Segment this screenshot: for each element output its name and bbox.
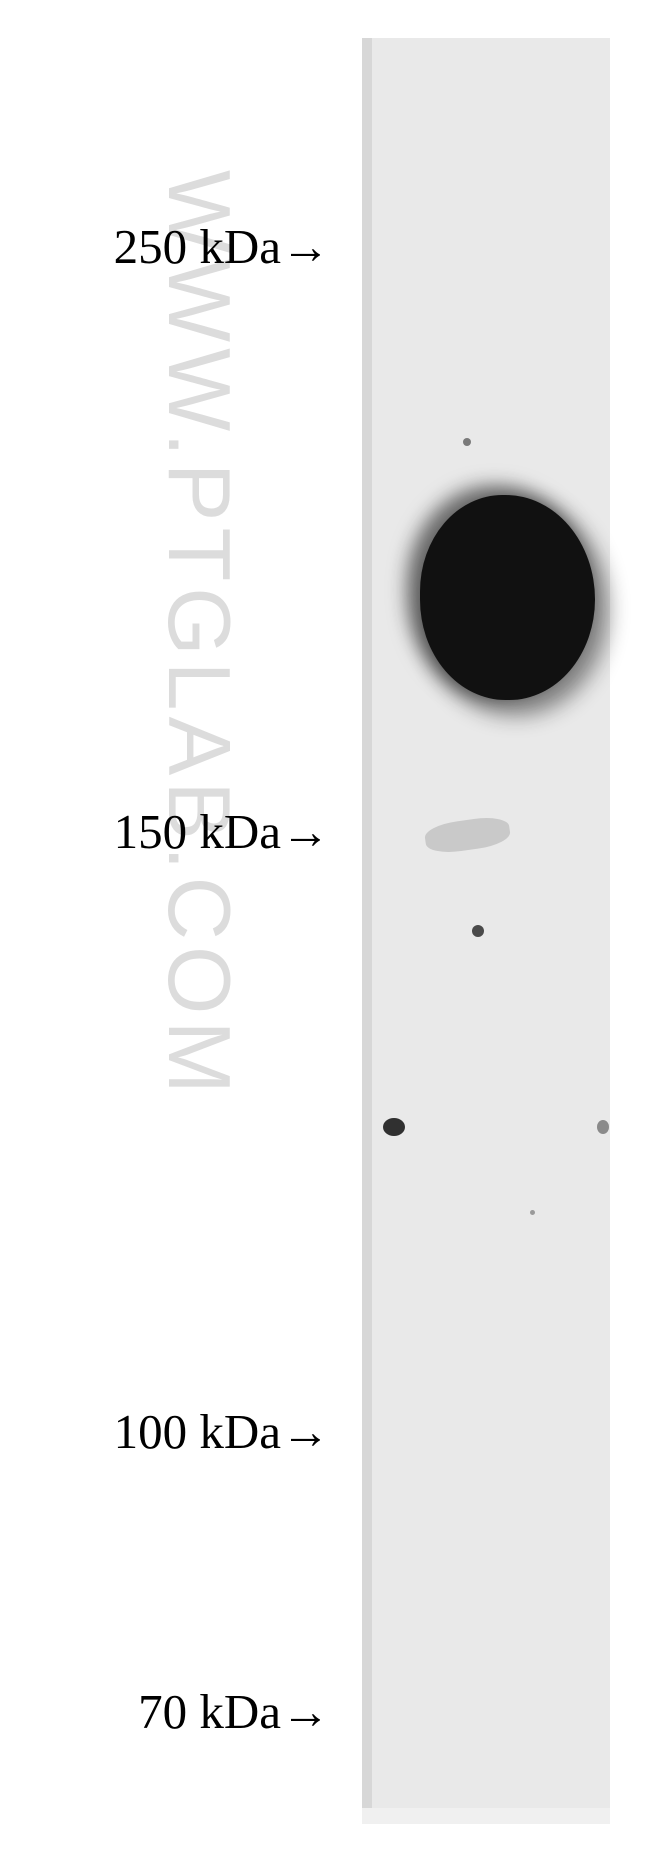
marker-100kda: 100 kDa→ [114,1403,330,1460]
marker-250kda: 250 kDa→ [114,218,330,275]
lane-left-edge [362,38,372,1824]
spot-5 [530,1210,535,1215]
main-band [420,495,595,700]
spot-4 [597,1120,609,1134]
marker-150kda: 150 kDa→ [114,803,330,860]
watermark-text: WWW.PTGLAB.COM [148,170,250,1100]
blot-lane [362,38,610,1824]
spot-2 [472,925,484,937]
marker-70kda: 70 kDa→ [138,1683,330,1740]
spot-3 [383,1118,405,1136]
lane-bottom-edge [362,1808,610,1824]
spot-1 [463,438,471,446]
blot-figure: WWW.PTGLAB.COM 250 kDa→ 150 kDa→ 100 kDa… [0,0,650,1855]
